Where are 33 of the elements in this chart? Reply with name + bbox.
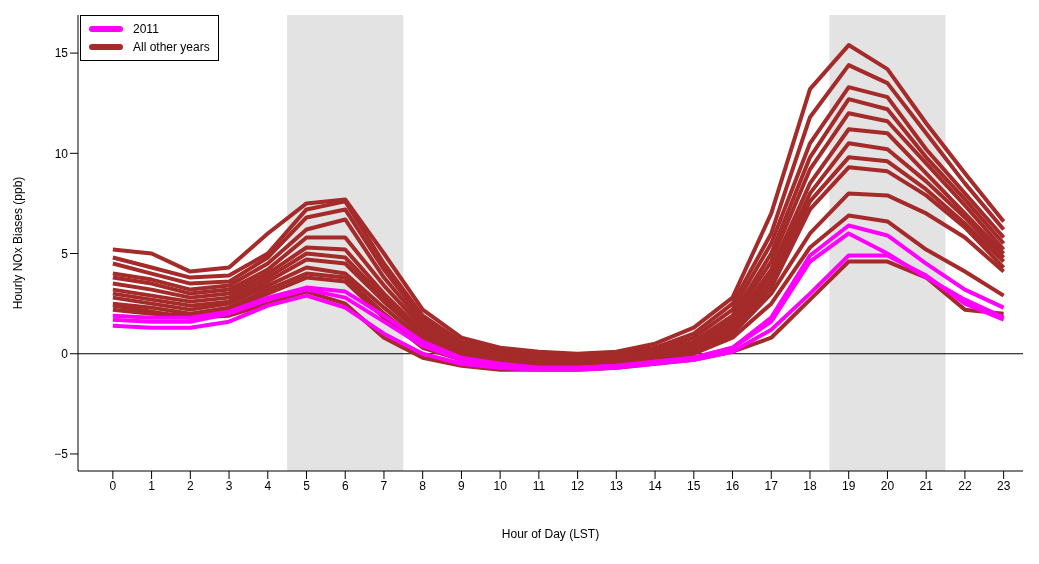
x-tick-label: 3 [225, 478, 233, 493]
x-tick-label: 12 [570, 478, 585, 493]
x-tick-label: 14 [648, 478, 663, 493]
x-tick-label: 19 [842, 478, 856, 493]
x-tick-label: 11 [532, 478, 546, 493]
legend-label: 2011 [133, 22, 159, 36]
y-tick-label: 15 [54, 46, 69, 61]
y-tick-label: 0 [61, 347, 69, 361]
x-tick-label: 22 [958, 478, 972, 493]
x-tick-label: 17 [764, 478, 779, 493]
x-tick-label: 20 [880, 478, 895, 493]
x-tick-label: 8 [419, 478, 427, 493]
x-tick-label: 23 [996, 478, 1011, 493]
x-tick-label: 18 [803, 478, 817, 493]
y-tick-label: −5 [54, 447, 69, 462]
x-axis-title: Hour of Day (LST) [501, 527, 600, 541]
x-tick-label: 16 [725, 478, 740, 493]
x-tick-label: 21 [919, 478, 934, 493]
x-tick-label: 10 [493, 478, 508, 493]
x-tick-label: 2 [186, 478, 194, 493]
x-tick-label: 5 [303, 478, 311, 493]
x-tick-label: 13 [609, 478, 624, 493]
x-tick-label: 7 [380, 478, 388, 493]
y-axis-title: Hourly NOx Biases (ppb) [11, 176, 26, 310]
x-tick-label: 1 [148, 478, 156, 493]
y-tick-label: 10 [54, 146, 69, 161]
x-tick-label: 6 [341, 478, 349, 493]
x-tick-label: 9 [458, 478, 466, 493]
y-tick-label: 5 [61, 246, 69, 261]
x-tick-label: 4 [264, 478, 272, 493]
x-tick-label: 0 [109, 478, 117, 493]
x-tick-label: 15 [687, 478, 701, 493]
legend-label: All other years [133, 40, 210, 54]
